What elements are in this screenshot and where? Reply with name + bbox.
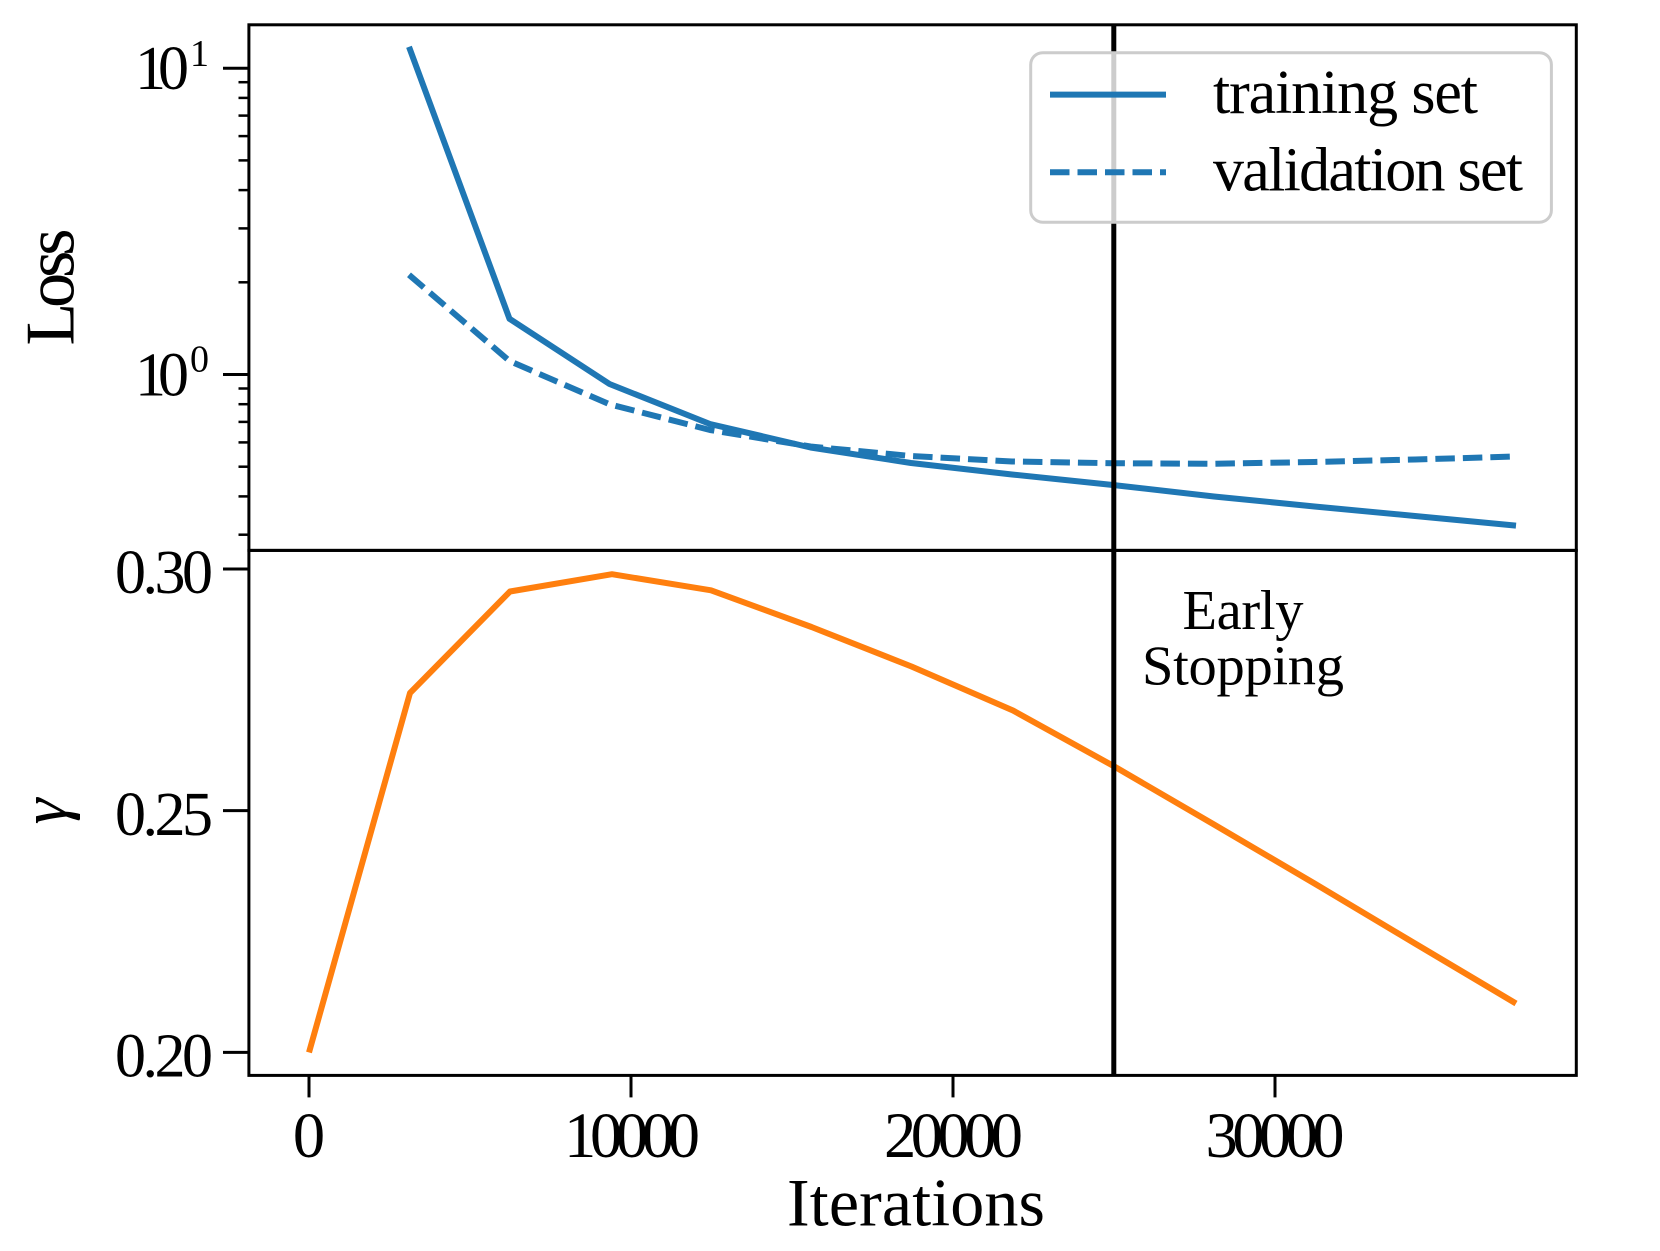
svg-text:0: 0 (190, 339, 209, 381)
svg-text:training set: training set (1213, 59, 1478, 127)
svg-text:Loss: Loss (13, 229, 90, 346)
svg-text:10: 10 (135, 35, 189, 103)
svg-text:validation set: validation set (1213, 137, 1523, 205)
svg-text:10: 10 (135, 342, 189, 410)
svg-text:30000: 30000 (1206, 1100, 1345, 1171)
svg-text:20000: 20000 (884, 1100, 1023, 1171)
svg-text:0.25: 0.25 (115, 781, 213, 849)
svg-text:0.20: 0.20 (115, 1022, 213, 1090)
svg-text:10000: 10000 (564, 1100, 700, 1171)
svg-text:γ: γ (8, 797, 81, 825)
svg-text:Stopping: Stopping (1142, 635, 1344, 697)
svg-text:Early: Early (1183, 580, 1305, 642)
svg-text:Iterations: Iterations (787, 1165, 1045, 1241)
svg-text:0: 0 (293, 1100, 325, 1171)
svg-text:0.30: 0.30 (115, 539, 213, 607)
svg-text:1: 1 (190, 33, 209, 75)
